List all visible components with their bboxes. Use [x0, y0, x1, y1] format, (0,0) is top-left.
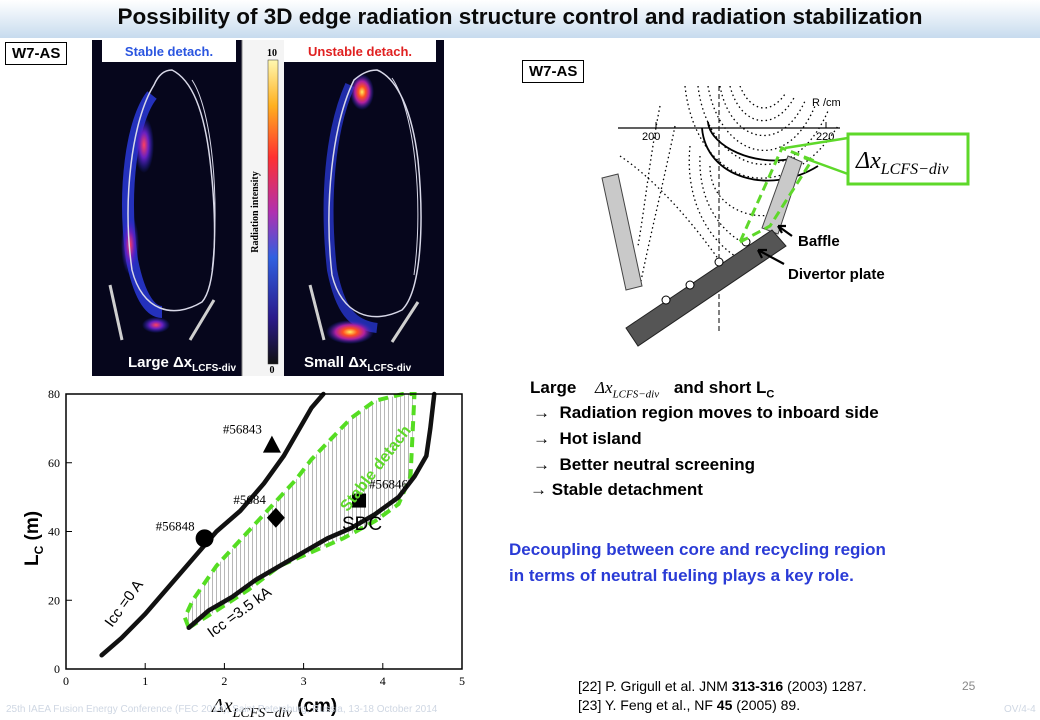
- y-tick-label: 40: [48, 525, 60, 539]
- divertor-label: Divertor plate: [788, 266, 885, 283]
- series-line: [186, 391, 437, 630]
- marker-triangle: [262, 435, 281, 453]
- delta-x-leader: [803, 156, 849, 176]
- footer-conference: 25th IAEA Fusion Energy Conference (FEC …: [6, 704, 438, 715]
- point-label: #56848: [156, 518, 195, 533]
- baffle: [761, 155, 803, 235]
- reference-2: [23] Y. Feng et al., NF 45 (2005) 89.: [578, 697, 801, 713]
- baffle-arrow-icon: [777, 224, 793, 237]
- baffle-label: Baffle: [798, 233, 840, 250]
- x-tick-label: 0: [63, 674, 69, 688]
- bullet-item-2: → Hot island: [533, 429, 642, 448]
- reference-1: [22] P. Grigull et al. JNM 313-316 (2003…: [578, 678, 867, 694]
- probe-marker: [714, 257, 724, 267]
- plot-frame: [65, 393, 463, 670]
- radiation-hotspot: [142, 317, 170, 333]
- divertor-plate: [625, 229, 787, 347]
- x-tick-label: 4: [380, 674, 386, 688]
- conclusion-line-1: Decoupling between core and recycling re…: [509, 540, 886, 559]
- x-tick-label: 3: [301, 674, 307, 688]
- tick-200-label: 200: [642, 131, 660, 143]
- y-tick-label: 60: [48, 456, 60, 470]
- flux-line-solid: [701, 127, 819, 182]
- arrow-icon: →: [533, 403, 550, 422]
- y-tick-label: 20: [48, 593, 60, 607]
- colorbar-label: Radiation intensity: [250, 171, 261, 252]
- baffle-line: [390, 301, 420, 343]
- title-bar: [0, 0, 1040, 38]
- w7as-tag-left: W7-AS: [5, 42, 68, 65]
- arrow-icon: →: [533, 429, 550, 448]
- inboard-baffle: [601, 173, 643, 291]
- page-number: 25: [962, 679, 976, 693]
- panel-left-header: [102, 40, 236, 62]
- x-tick-label: 5: [459, 674, 465, 688]
- flux-surface: [127, 69, 216, 312]
- bullet-item-1: → Radiation region moves to inboard side: [533, 403, 879, 422]
- panel-left-title: Stable detach.: [125, 44, 213, 59]
- y-tick-label: 80: [48, 387, 60, 401]
- series-line: [99, 391, 326, 658]
- x-tick-label: 1: [142, 674, 148, 688]
- panel-right-header: [284, 40, 436, 62]
- baffle-line: [308, 284, 326, 341]
- arrow-icon: →: [530, 480, 547, 499]
- footer-code: OV/4-4: [1004, 704, 1036, 715]
- baffle-line: [108, 284, 124, 341]
- radiation-hotspot: [134, 117, 154, 173]
- lcfs-line: [707, 121, 796, 162]
- stable-detach-hatch: [184, 394, 415, 628]
- divertor-arrow-icon: [757, 248, 785, 265]
- flux-line: [391, 77, 419, 276]
- arrow-icon: →: [533, 455, 550, 474]
- divertor-figure: 200 220 R /cm ΔxLCFS−div Baffle Divertor…: [601, 86, 970, 347]
- point-label: #5684: [233, 492, 266, 507]
- slide-title: Possibility of 3D edge radiation structu…: [117, 4, 923, 29]
- baffle-line: [188, 299, 216, 341]
- stable-detach-region: [182, 392, 417, 631]
- marker-diamond: [266, 507, 285, 528]
- delta-x-leader: [784, 136, 849, 150]
- panel-right-title: Unstable detach.: [308, 44, 412, 59]
- bullet-item-4: → Stable detachment: [530, 480, 703, 499]
- delta-x-formula-box: [846, 132, 970, 186]
- colorbar-top-label: 10: [267, 48, 277, 59]
- bullet-large-text: Large: [530, 378, 577, 397]
- marker-circle: [195, 529, 214, 548]
- flux-line: [191, 79, 216, 271]
- bullet-formula: ΔxLCFS−div: [595, 378, 660, 401]
- y-tick-label: 0: [54, 662, 60, 676]
- bullet-item-3: → Better neutral screening: [533, 455, 756, 474]
- bullet-line-1: Large ΔxLCFS−div and short LC: [530, 378, 775, 401]
- r-axis-label: R /cm: [812, 97, 841, 109]
- colorbar-bottom-label: 0: [270, 365, 275, 376]
- conclusion-line-2: in terms of neutral fueling plays a key …: [509, 566, 854, 585]
- x-axis-label: ΔxLCFS−div (cm): [211, 695, 337, 720]
- point-label: #56843: [223, 422, 262, 437]
- caption-left: Large ΔxLCFS-div: [128, 354, 236, 374]
- radiation-hotspot: [121, 215, 139, 275]
- sdc-label: SDC: [342, 514, 382, 535]
- caption-right: Small ΔxLCFS-div: [304, 354, 412, 374]
- marker-square: [352, 493, 367, 508]
- radiation-hotspot-bottom: [326, 320, 374, 344]
- flux-surface: [328, 69, 422, 318]
- radiation-hotspot-top: [350, 74, 374, 110]
- flux-surfaces: [619, 86, 839, 287]
- radiation-image: Stable detach. Unstable detach. 10 0 Rad…: [92, 40, 444, 376]
- y-axis-label: LC (m): [22, 511, 46, 566]
- probe-marker: [661, 295, 671, 305]
- delta-x-formula: ΔxLCFS−div: [855, 148, 949, 178]
- x-tick-label: 2: [221, 674, 227, 688]
- point-label: #56846: [369, 477, 409, 492]
- probe-marker: [685, 280, 695, 290]
- colorbar: [267, 59, 279, 365]
- w7as-tag-right: W7-AS: [522, 60, 585, 83]
